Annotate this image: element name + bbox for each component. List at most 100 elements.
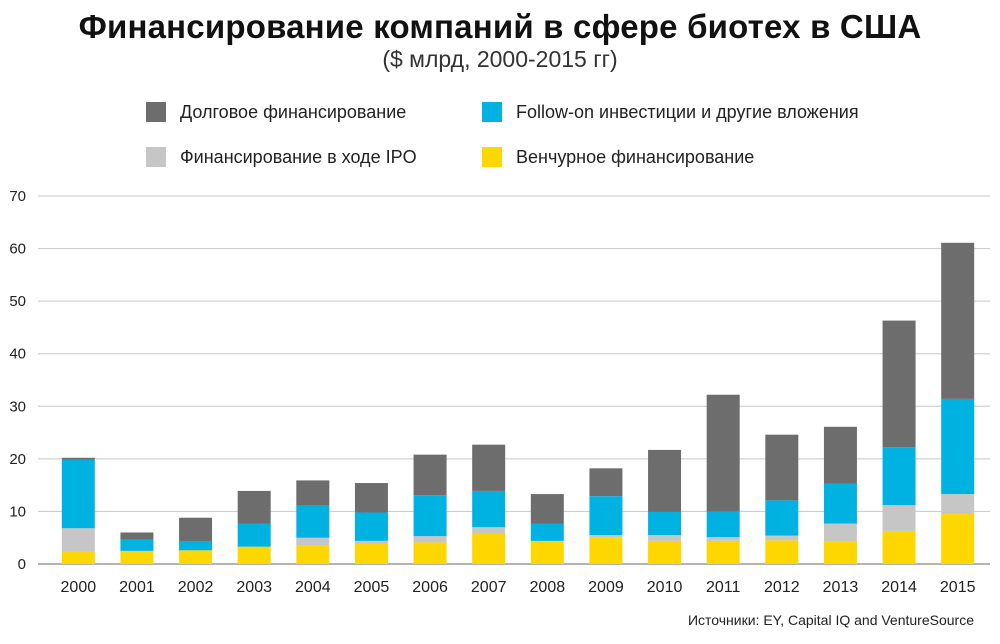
bar-stack-2011	[706, 394, 740, 564]
y-tick-label-10: 10	[9, 503, 26, 520]
bar-followon-2004	[296, 505, 330, 538]
bar-debt-2007	[472, 444, 506, 491]
bar-stack-2010	[648, 449, 682, 564]
x-tick-label-2001: 2001	[119, 579, 155, 596]
bar-followon-2002	[179, 541, 213, 551]
legend-label-debt: Долговое финансирование	[180, 101, 407, 122]
bar-ipo-2012	[765, 535, 799, 541]
legend-item-ipo: Финансирование в ходе IPO	[146, 145, 417, 169]
bar-ipo-2006	[413, 536, 447, 543]
bar-stack-2012	[765, 434, 799, 564]
bar-venture-2002	[179, 550, 213, 564]
bar-stack-2013	[823, 426, 857, 564]
bar-followon-2015	[941, 398, 975, 495]
bar-debt-2012	[765, 434, 799, 501]
axis-layer: 0 10 20 30 40 50 60 70 2000 2001 2002 2003 2004 2005 2…	[9, 188, 975, 596]
bar-ipo-2009	[589, 535, 623, 538]
chart-subtitle: ($ млрд, 2000-2015 гг)	[382, 46, 618, 72]
legend-item-debt: Долговое финансирование	[146, 100, 406, 124]
legend-swatch-venture	[482, 147, 502, 167]
bar-ipo-2000	[61, 528, 95, 552]
bar-venture-2005	[354, 544, 388, 564]
y-tick-label-60: 60	[9, 241, 26, 258]
bar-venture-2012	[765, 540, 799, 564]
bar-stack-2005	[354, 483, 388, 564]
bar-ipo-2007	[472, 527, 506, 534]
bar-followon-2013	[823, 483, 857, 524]
bar-stack-2015	[941, 242, 975, 564]
bar-venture-2011	[706, 540, 740, 564]
bar-debt-2008	[530, 494, 564, 524]
bar-stack-2008	[530, 494, 564, 564]
bar-venture-2003	[237, 546, 271, 564]
bar-stack-2006	[413, 454, 447, 564]
bar-venture-2013	[823, 541, 857, 564]
bar-ipo-2004	[296, 537, 330, 546]
bar-debt-2004	[296, 480, 330, 506]
x-tick-label-2007: 2007	[471, 579, 507, 596]
y-tick-label-70: 70	[9, 188, 26, 205]
x-tick-label-2000: 2000	[61, 579, 97, 596]
bar-stack-2014	[882, 320, 916, 564]
chart-title: Финансирование компаний в сфере биотех в…	[78, 8, 922, 45]
bar-ipo-2001	[120, 550, 154, 552]
bar-followon-2009	[589, 496, 623, 536]
bar-stack-2003	[237, 490, 271, 564]
bar-ipo-2015	[941, 494, 975, 515]
x-tick-label-2002: 2002	[178, 579, 214, 596]
bar-followon-2011	[706, 511, 740, 538]
bar-stack-2000	[61, 457, 95, 564]
source-note: Источники: EY, Capital IQ and VentureSou…	[687, 612, 974, 628]
x-tick-label-2010: 2010	[647, 579, 683, 596]
bar-stack-2004	[296, 480, 330, 564]
legend-label-ipo: Финансирование в ходе IPO	[180, 146, 417, 167]
y-tick-label-30: 30	[9, 398, 26, 415]
bar-stack-2009	[589, 468, 623, 564]
y-tick-label-0: 0	[18, 556, 26, 573]
bar-venture-2000	[61, 551, 95, 564]
bar-followon-2005	[354, 512, 388, 541]
bar-debt-2009	[589, 468, 623, 497]
y-tick-label-50: 50	[9, 293, 26, 310]
bar-ipo-2011	[706, 537, 740, 541]
bar-debt-2001	[120, 532, 154, 540]
bar-followon-2014	[882, 447, 916, 506]
bar-venture-2007	[472, 533, 506, 564]
x-tick-label-2004: 2004	[295, 579, 331, 596]
bar-debt-2011	[706, 394, 740, 512]
x-tick-label-2014: 2014	[881, 579, 917, 596]
bar-stack-2007	[472, 444, 506, 564]
bar-debt-2003	[237, 490, 271, 524]
x-tick-label-2005: 2005	[354, 579, 390, 596]
bar-ipo-2005	[354, 540, 388, 545]
legend-label-followon: Follow-on инвестиции и другие вложения	[516, 101, 859, 122]
y-tick-label-20: 20	[9, 451, 26, 468]
x-tick-label-2006: 2006	[412, 579, 448, 596]
bar-venture-2014	[882, 530, 916, 564]
bars-layer	[61, 242, 975, 564]
bar-ipo-2010	[648, 535, 682, 541]
bar-stack-2001	[120, 532, 154, 564]
bar-venture-2015	[941, 514, 975, 564]
x-tick-label-2015: 2015	[940, 579, 976, 596]
bar-followon-2008	[530, 523, 564, 541]
bar-venture-2004	[296, 545, 330, 564]
legend-swatch-debt	[146, 102, 166, 122]
bar-followon-2001	[120, 539, 154, 551]
x-tick-label-2008: 2008	[530, 579, 566, 596]
bar-debt-2002	[179, 517, 213, 542]
legend-swatch-followon	[482, 102, 502, 122]
bar-debt-2013	[823, 426, 857, 484]
bar-followon-2003	[237, 523, 271, 547]
bar-followon-2010	[648, 511, 682, 536]
bar-debt-2010	[648, 449, 682, 512]
bar-venture-2010	[648, 540, 682, 564]
x-tick-label-2009: 2009	[588, 579, 624, 596]
x-tick-label-2012: 2012	[764, 579, 800, 596]
legend-swatch-ipo	[146, 147, 166, 167]
bar-debt-2000	[61, 457, 95, 460]
bar-ipo-2014	[882, 505, 916, 531]
bar-venture-2001	[120, 551, 154, 564]
bar-debt-2015	[941, 242, 975, 399]
